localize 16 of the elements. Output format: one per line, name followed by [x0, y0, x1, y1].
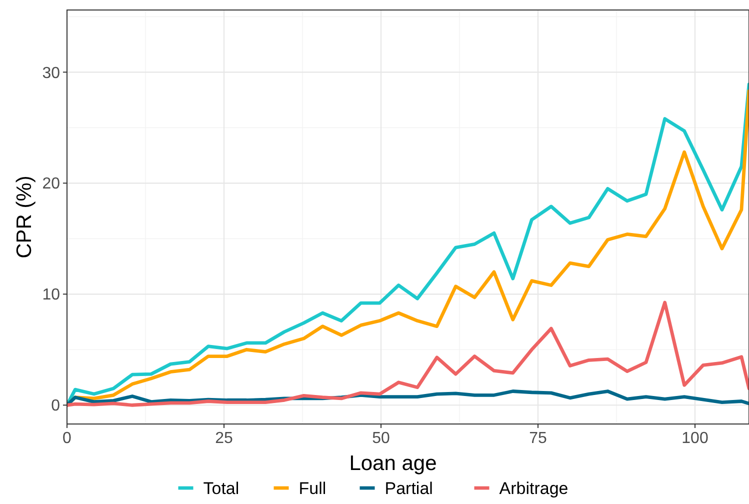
- y-tick-label: 0: [51, 398, 60, 415]
- legend-label: Partial: [384, 479, 433, 498]
- x-tick-label: 0: [62, 430, 72, 447]
- y-axis-title: CPR (%): [13, 176, 36, 258]
- y-tick-label: 20: [42, 176, 60, 193]
- line-series: [67, 300, 749, 407]
- legend-label: Total: [203, 479, 240, 498]
- x-tick-label: 25: [215, 430, 233, 447]
- x-tick-label: 75: [529, 430, 547, 447]
- legend-label: Full: [298, 479, 326, 498]
- x-tick-label: 50: [372, 430, 390, 447]
- x-axis-title: Loan age: [349, 452, 437, 475]
- y-tick-label: 10: [42, 286, 60, 304]
- y-tick-label: 30: [42, 64, 60, 82]
- x-tick-label: 100: [682, 430, 708, 447]
- legend-label: Arbitrage: [499, 479, 568, 498]
